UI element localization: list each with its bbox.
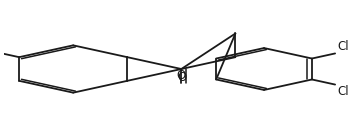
Text: Cl: Cl (337, 40, 348, 53)
Text: O: O (177, 71, 187, 84)
Text: O: O (177, 69, 186, 82)
Text: Cl: Cl (337, 85, 348, 98)
